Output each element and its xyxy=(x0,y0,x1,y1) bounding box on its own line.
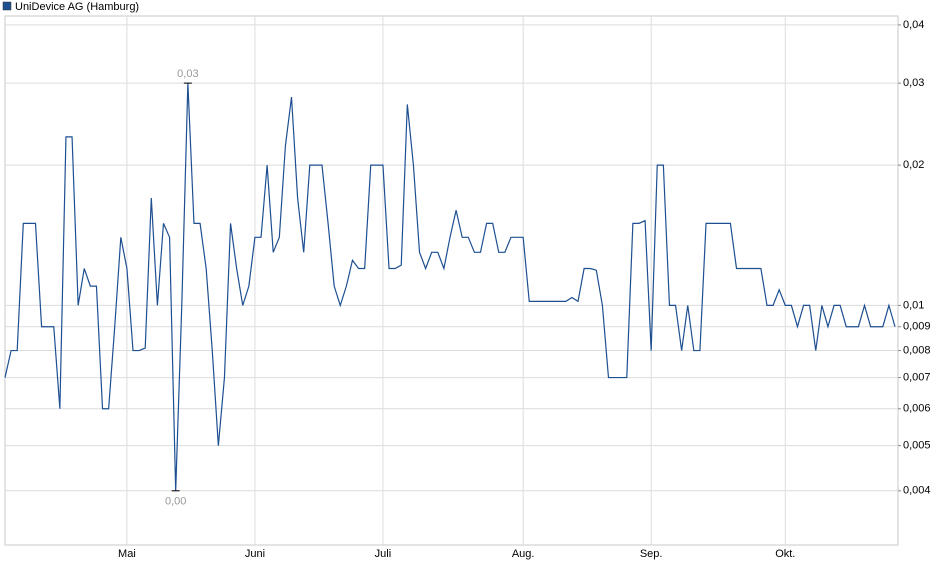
legend-swatch xyxy=(2,1,12,11)
high-label: 0,03 xyxy=(177,68,198,80)
x-tick-label: Okt. xyxy=(775,548,795,560)
plot-area xyxy=(4,15,899,546)
y-tick-label: 0,008 xyxy=(903,344,931,356)
x-tick-label: Aug. xyxy=(512,548,535,560)
price-line xyxy=(4,83,896,491)
x-tick-label: Mai xyxy=(118,548,136,560)
y-tick-label: 0,01 xyxy=(903,299,924,311)
y-tick-label: 0,009 xyxy=(903,321,931,333)
x-tick-label: Juli xyxy=(375,548,392,560)
x-tick-label: Juni xyxy=(245,548,265,560)
x-tick-label: Sep. xyxy=(640,548,663,560)
legend-label: UniDevice AG (Hamburg) xyxy=(15,1,139,13)
y-tick-label: 0,004 xyxy=(903,485,931,497)
y-tick-label: 0,005 xyxy=(903,440,931,452)
y-tick-label: 0,04 xyxy=(903,19,924,31)
y-tick-label: 0,007 xyxy=(903,371,931,383)
y-tick-label: 0,02 xyxy=(903,159,924,171)
low-label: 0,00 xyxy=(165,496,186,508)
y-tick-label: 0,03 xyxy=(903,77,924,89)
y-tick-label: 0,006 xyxy=(903,403,931,415)
